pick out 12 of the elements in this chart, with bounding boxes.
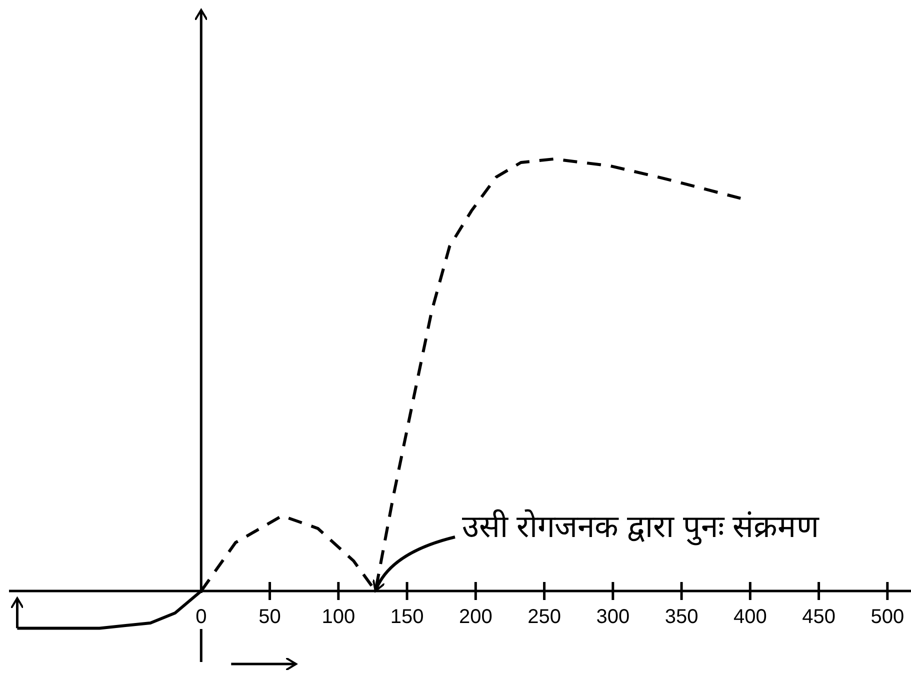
x-tick-label: 400 — [733, 606, 767, 628]
x-tick-label: 450 — [802, 606, 836, 628]
x-tick-label: 150 — [390, 606, 424, 628]
x-tick-label: 300 — [596, 606, 630, 628]
annotation: उसी रोगजनक द्वारा पुनः संक्रमण — [462, 509, 818, 544]
x-tick-label: 100 — [322, 606, 356, 628]
x-tick-label: 200 — [458, 606, 492, 628]
x-tick-label: 50 — [258, 606, 281, 628]
x-tick-label: 350 — [664, 606, 698, 628]
x-tick-label: 500 — [870, 606, 904, 628]
x-tick-label: 0 — [196, 606, 207, 628]
x-tick-label: 250 — [528, 606, 561, 628]
